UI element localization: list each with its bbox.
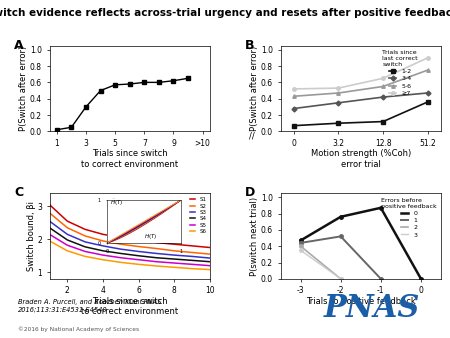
Legend: 0, 1, 2, 3: 0, 1, 2, 3 [379, 195, 440, 240]
X-axis label: Motion strength (%Coh)
error trial: Motion strength (%Coh) error trial [310, 149, 411, 169]
Text: ©2016 by National Academy of Sciences: ©2016 by National Academy of Sciences [18, 326, 139, 332]
Text: D: D [245, 186, 256, 199]
X-axis label: Trials since switch
to correct environment: Trials since switch to correct environme… [81, 297, 178, 316]
Text: B: B [245, 39, 255, 52]
Y-axis label: P(switch next trial): P(switch next trial) [250, 196, 259, 275]
Text: A: A [14, 39, 24, 52]
Text: PNAS: PNAS [324, 293, 420, 324]
Text: //: // [249, 131, 255, 140]
Text: C: C [14, 186, 23, 199]
X-axis label: Trials since switch
to correct environment: Trials since switch to correct environme… [81, 149, 178, 169]
Text: Braden A. Purcell, and Roozbeh Kiani PNAS
2016;113:31:E4531-E4540: Braden A. Purcell, and Roozbeh Kiani PNA… [18, 299, 162, 312]
Legend: 1-2, 3-4, 5-6, ≥7: 1-2, 3-4, 5-6, ≥7 [380, 48, 421, 98]
Y-axis label: P(Switch after error): P(Switch after error) [19, 46, 28, 131]
Legend: S1, S2, S3, S4, S5, S6: S1, S2, S3, S4, S5, S6 [187, 195, 209, 236]
Y-axis label: Switch bound, βi: Switch bound, βi [27, 201, 36, 271]
X-axis label: Trials to positive feedback: Trials to positive feedback [306, 297, 416, 306]
Y-axis label: P(Switch after error): P(Switch after error) [250, 46, 259, 131]
Text: Switch evidence reflects across-trial urgency and resets after positive feedback: Switch evidence reflects across-trial ur… [0, 8, 450, 19]
